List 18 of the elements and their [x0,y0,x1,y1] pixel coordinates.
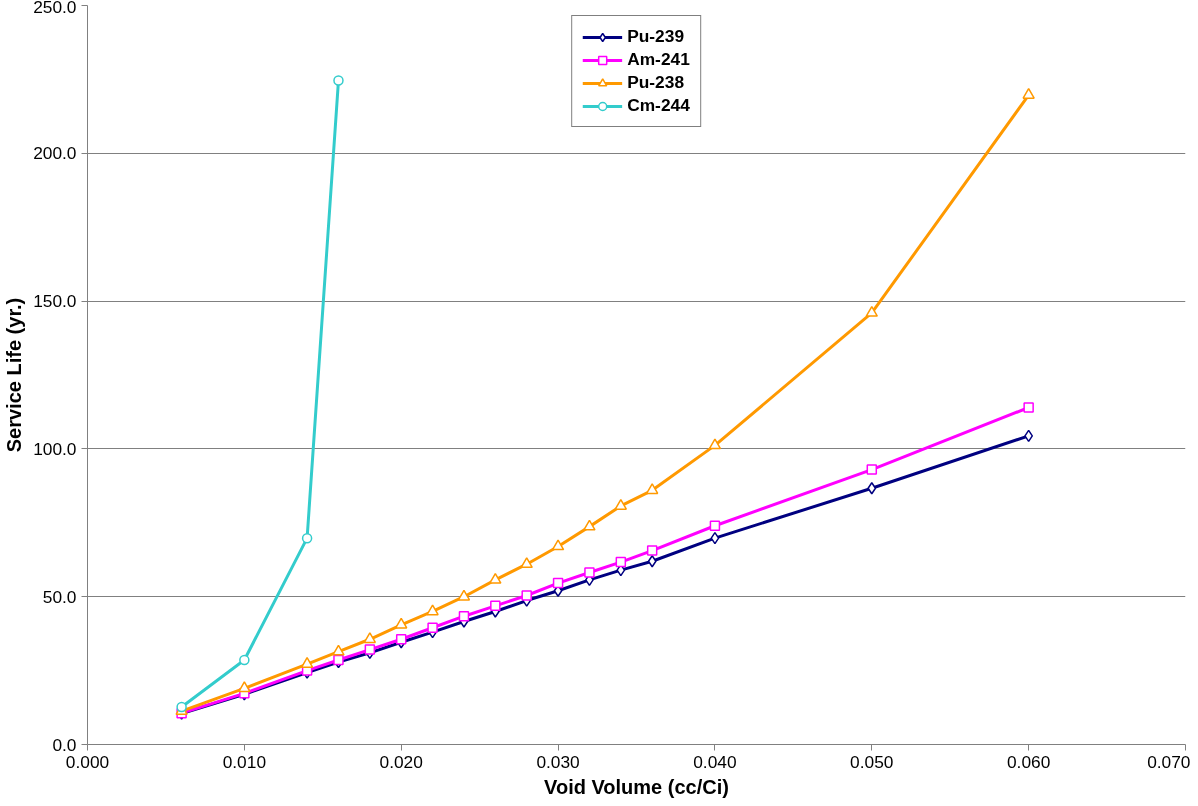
x-tick-label: 0.050 [850,751,894,772]
x-axis-title: Void Volume (cc/Ci) [544,775,729,798]
y-tick-label: 250.0 [33,0,77,17]
legend-label: Cm-244 [627,95,690,116]
y-tick-label: 100.0 [33,438,77,459]
legend-label: Pu-238 [627,72,685,93]
y-tick-label: 150.0 [33,291,77,312]
y-axis-title: Service Life (yr.) [3,297,26,453]
y-tick-label: 200.0 [33,143,77,164]
legend-label: Pu-239 [627,26,685,47]
legend-label: Am-241 [627,49,690,70]
x-tick-label: 0.020 [379,751,423,772]
x-tick-label: 0.040 [693,751,737,772]
x-tick-label: 0.070 [1147,751,1191,772]
x-tick-label: 0.060 [1006,751,1051,772]
x-tick-label: 0.010 [222,751,267,772]
x-tick-label: 0.030 [536,751,580,772]
y-tick-label: 50.0 [42,586,77,607]
